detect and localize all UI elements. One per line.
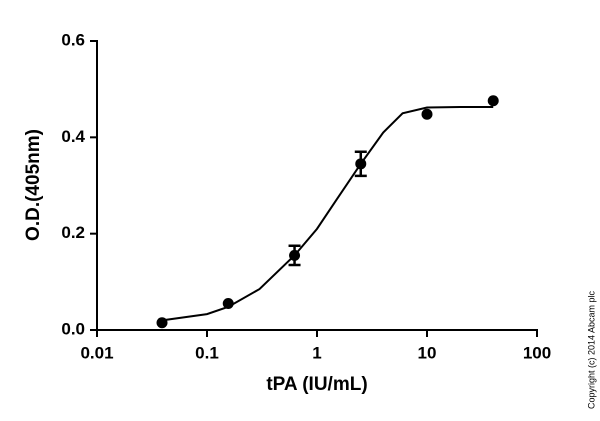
y-tick-label: 0.6: [61, 30, 85, 49]
copyright: Copyright (c) 2014 Abcam plc: [586, 290, 596, 409]
x-tick-label: 0.1: [195, 343, 219, 362]
fit-curve: [161, 105, 494, 322]
y-tick-label: 0.0: [61, 319, 85, 338]
x-tick-label: 0.01: [80, 343, 113, 362]
y-tick-label: 0.2: [61, 223, 85, 242]
y-tick-label: 0.4: [61, 127, 85, 146]
y-axis-label: O.D.(405nm): [23, 129, 44, 241]
x-axis-label: tPA (IU/mL): [266, 374, 367, 395]
x-tick-label: 1: [312, 343, 321, 362]
x-tick-label: 10: [418, 343, 437, 362]
x-tick-label: 100: [523, 343, 551, 362]
data-point: [487, 95, 499, 107]
data-point: [421, 108, 433, 120]
